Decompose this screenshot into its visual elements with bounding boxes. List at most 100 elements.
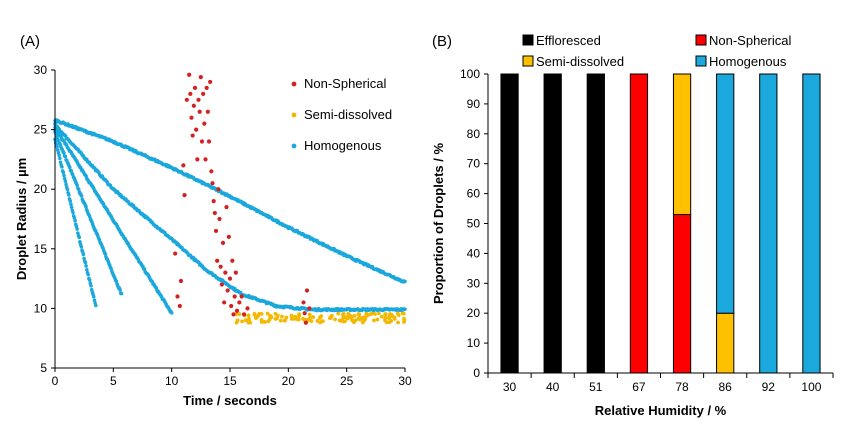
homogenous-point	[63, 179, 68, 183]
semi-dissolved-point	[319, 319, 324, 324]
y-tick-label: 0	[473, 366, 480, 380]
semi-dissolved-point	[278, 318, 283, 323]
x-tick-label: 0	[52, 374, 59, 388]
semi-dissolved-point	[297, 312, 301, 317]
semi-dissolved-point	[292, 316, 297, 321]
homogenous-point	[63, 154, 68, 159]
homogenous-point	[62, 151, 66, 155]
homogenous-point	[87, 278, 92, 282]
semi-dissolved-point	[307, 312, 312, 317]
x-axis-title: Time / seconds	[183, 393, 277, 408]
non-spherical-point	[226, 234, 231, 239]
homogenous-point	[83, 260, 88, 265]
y-tick-label: 20	[34, 182, 48, 196]
homogenous-point	[92, 298, 97, 303]
non-spherical-point	[190, 133, 195, 138]
non-spherical-point	[194, 127, 199, 132]
semi-dissolved-point	[234, 320, 239, 325]
homogenous-point	[142, 267, 147, 271]
semi-dissolved-point	[392, 317, 397, 321]
semi-dissolved-point	[311, 315, 316, 319]
panel-label: (B)	[432, 33, 452, 50]
non-spherical-point	[303, 320, 308, 325]
semi-dissolved-point	[283, 318, 287, 323]
homogenous-point	[55, 148, 60, 152]
homogenous-point	[86, 272, 91, 277]
non-spherical-point	[220, 240, 226, 245]
semi-dissolved-point	[387, 314, 392, 319]
x-tick-label: 78	[675, 380, 689, 394]
semi-dissolved-point	[383, 312, 388, 317]
y-tick-label: 15	[34, 242, 48, 256]
semi-dissolved-point	[315, 319, 320, 323]
non-spherical-point	[189, 115, 194, 120]
legend-swatch	[695, 34, 707, 46]
non-spherical-point	[173, 251, 178, 256]
legend-marker	[291, 112, 297, 118]
semi-dissolved-point	[280, 314, 284, 319]
non-spherical-point	[222, 300, 227, 305]
y-axis-title: Droplet Radius / µm	[14, 158, 29, 280]
non-spherical-point	[210, 181, 215, 186]
non-spherical-point	[231, 312, 236, 317]
homogenous-point	[118, 288, 122, 292]
homogenous-point	[79, 194, 84, 198]
homogenous-point	[82, 256, 86, 261]
semi-dissolved-point	[240, 319, 244, 324]
x-tick-label: 20	[282, 374, 296, 388]
y-tick-label: 10	[467, 336, 481, 350]
homogenous-point	[64, 182, 68, 187]
non-spherical-point	[202, 121, 207, 126]
legend-marker	[291, 143, 297, 149]
legend-label: Non-Spherical	[304, 76, 386, 91]
homogenous-point	[79, 245, 84, 249]
non-spherical-point	[216, 187, 221, 192]
non-spherical-series	[173, 72, 312, 325]
semi-dissolved-point	[396, 320, 400, 325]
x-tick-label: 15	[223, 374, 237, 388]
legend-swatch	[695, 55, 707, 67]
homogenous-point	[58, 160, 63, 165]
non-spherical-point	[302, 311, 307, 316]
semi-dissolved-point	[256, 314, 260, 319]
semi-dissolved-point	[333, 317, 338, 322]
semi-dissolved-point	[237, 312, 242, 317]
semi-dissolved-point	[395, 311, 400, 316]
non-spherical-point	[307, 306, 312, 311]
homogenous-point	[60, 165, 64, 169]
non-spherical-point	[175, 294, 180, 299]
homogenous-point	[169, 311, 174, 315]
semi-dissolved-point	[375, 317, 380, 322]
legend-swatch	[522, 55, 534, 67]
legend-label: Semi-dissolved	[536, 54, 624, 69]
semi-dissolved-point	[318, 316, 322, 320]
non-spherical-point	[213, 228, 219, 234]
homogenous-curve	[53, 125, 174, 315]
non-spherical-point	[208, 79, 213, 85]
bar-segment	[672, 214, 692, 374]
semi-dissolved-point	[309, 319, 314, 324]
homogenous-point	[57, 153, 61, 158]
homogenous-point	[65, 187, 70, 192]
x-tick-label: 67	[632, 380, 646, 394]
homogenous-point	[72, 215, 77, 220]
homogenous-point	[71, 210, 75, 215]
semi-dissolved-point	[370, 311, 375, 316]
semi-dissolved-point	[383, 315, 388, 320]
semi-dissolved-point	[340, 312, 345, 317]
homogenous-point	[55, 145, 59, 149]
homogenous-point	[84, 205, 88, 209]
non-spherical-point	[232, 294, 237, 299]
non-spherical-point	[178, 278, 184, 284]
y-tick-label: 30	[467, 276, 481, 290]
non-spherical-point	[192, 85, 198, 90]
non-spherical-point	[201, 91, 206, 96]
semi-dissolved-point	[385, 320, 389, 325]
semi-dissolved-point	[402, 316, 406, 321]
x-axis-title: Relative Humidity / %	[595, 403, 727, 418]
homogenous-point	[94, 303, 98, 308]
homogenous-point	[58, 156, 62, 161]
non-spherical-point	[223, 270, 228, 275]
legend-label: Semi-dissolved	[304, 107, 392, 122]
